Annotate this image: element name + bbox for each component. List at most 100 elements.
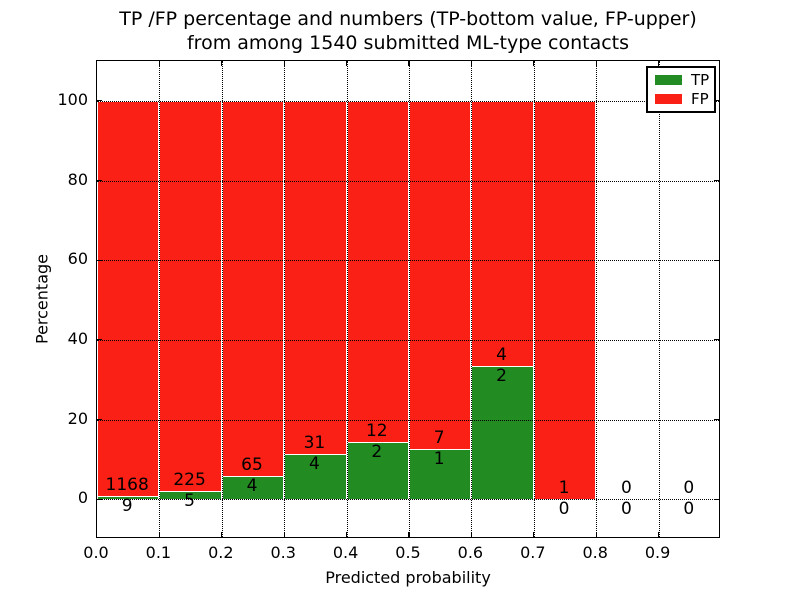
y-tick-label: 100: [57, 89, 88, 109]
bar-segment-fp: [97, 100, 160, 497]
tp-count-label: 2: [496, 366, 508, 387]
x-tick-mark: [470, 532, 472, 537]
x-tick-mark: [470, 61, 472, 66]
legend: TP FP: [646, 66, 716, 113]
x-tick-label: 0.8: [582, 543, 608, 562]
v-gridline: [596, 61, 598, 537]
fp-count-label: 225: [173, 469, 206, 490]
y-tick-mark: [714, 100, 719, 102]
x-tick-mark: [346, 61, 348, 66]
y-tick-label: 80: [67, 169, 88, 189]
bar-segment-fp: [533, 100, 597, 500]
x-tick-mark: [158, 532, 160, 537]
tp-count-label: 2: [371, 442, 383, 463]
fp-count-label: 1168: [105, 475, 149, 496]
chart-title-line1: TP /FP percentage and numbers (TP-bottom…: [119, 8, 697, 30]
y-tick-mark: [714, 179, 719, 182]
h-gridline: [97, 260, 719, 262]
x-tick-mark: [595, 61, 597, 66]
x-tick-label: 0.5: [395, 543, 421, 562]
bar-segment-fp: [409, 100, 472, 450]
chart-title: TP /FP percentage and numbers (TP-bottom…: [96, 7, 720, 55]
x-tick-label: 0.2: [208, 543, 234, 562]
chart-title-line2: from among 1540 submitted ML-type contac…: [186, 32, 630, 54]
x-tick-label: 0.4: [332, 543, 359, 562]
bar-segment-fp: [284, 100, 347, 454]
tp-count-label: 0: [558, 499, 570, 520]
h-gridline: [97, 339, 719, 341]
tp-count-label: 5: [184, 490, 196, 511]
tp-count-label: 0: [683, 499, 695, 520]
bar-segment-fp: [346, 100, 409, 443]
bar-segment-fp: [159, 100, 222, 491]
bar-segment-tp: [471, 366, 534, 500]
v-gridline: [284, 61, 286, 537]
y-tick-label: 60: [67, 249, 88, 269]
y-tick-mark: [714, 339, 719, 341]
y-tick-mark: [97, 100, 102, 102]
fp-count-label: 0: [683, 478, 695, 499]
legend-label-tp: TP: [691, 70, 710, 89]
v-gridline: [658, 61, 660, 537]
x-axis-label: Predicted probability: [325, 568, 491, 587]
x-tick-label: 0.7: [520, 543, 546, 562]
x-tick-mark: [221, 532, 223, 537]
x-tick-label: 0.0: [83, 543, 109, 562]
y-tick-mark: [97, 339, 102, 341]
tp-count-label: 0: [620, 499, 632, 520]
legend-item-tp: TP: [655, 70, 714, 89]
y-tick-mark: [97, 498, 102, 500]
v-gridline: [159, 61, 161, 537]
y-tick-mark: [714, 498, 719, 500]
y-tick-label: 20: [67, 408, 88, 428]
x-tick-mark: [658, 61, 660, 66]
tp-color-swatch-icon: [655, 75, 682, 85]
bar-segment-tp: [346, 442, 409, 500]
y-tick-label: 0: [77, 488, 88, 508]
x-tick-mark: [158, 61, 160, 66]
bar-segment-tp: [284, 453, 347, 500]
v-gridline: [533, 61, 535, 537]
y-tick-mark: [714, 418, 719, 421]
x-tick-mark: [283, 532, 285, 537]
x-tick-label: 0.9: [644, 543, 671, 562]
y-tick-label: 40: [67, 328, 88, 348]
fp-color-swatch-icon: [655, 94, 682, 104]
fp-count-label: 4: [496, 345, 508, 366]
x-tick-mark: [346, 532, 348, 537]
x-tick-mark: [658, 532, 660, 537]
h-gridline: [97, 499, 719, 501]
fp-count-label: 1: [558, 478, 570, 499]
x-tick-label: 0.6: [457, 543, 484, 562]
y-tick-mark: [97, 179, 102, 182]
bar-segment-fp: [221, 100, 285, 477]
y-tick-mark: [97, 259, 102, 261]
legend-item-fp: FP: [655, 91, 714, 107]
tp-count-label: 4: [246, 476, 258, 497]
y-tick-mark: [97, 418, 102, 421]
tp-count-label: 9: [121, 496, 133, 517]
h-gridline: [97, 419, 719, 421]
bar-segment-fp: [471, 100, 534, 367]
x-tick-mark: [533, 61, 535, 66]
x-tick-mark: [533, 532, 535, 537]
v-gridline: [471, 61, 473, 537]
tp-count-label: 4: [308, 453, 320, 474]
fp-count-label: 65: [241, 455, 263, 476]
x-tick-label: 0.1: [145, 543, 172, 562]
fp-count-label: 0: [620, 478, 632, 499]
h-gridline: [97, 100, 719, 102]
x-tick-mark: [221, 61, 223, 66]
x-tick-mark: [595, 532, 597, 537]
fp-count-label: 7: [433, 428, 445, 449]
v-gridline: [346, 61, 348, 537]
fp-count-label: 12: [365, 421, 388, 442]
tp-count-label: 1: [433, 449, 445, 470]
fp-count-label: 31: [303, 432, 326, 453]
plot-area: [96, 60, 720, 538]
v-gridline: [221, 61, 223, 537]
bar-segment-tp: [97, 496, 160, 500]
x-tick-mark: [408, 532, 410, 537]
x-tick-mark: [283, 61, 285, 66]
